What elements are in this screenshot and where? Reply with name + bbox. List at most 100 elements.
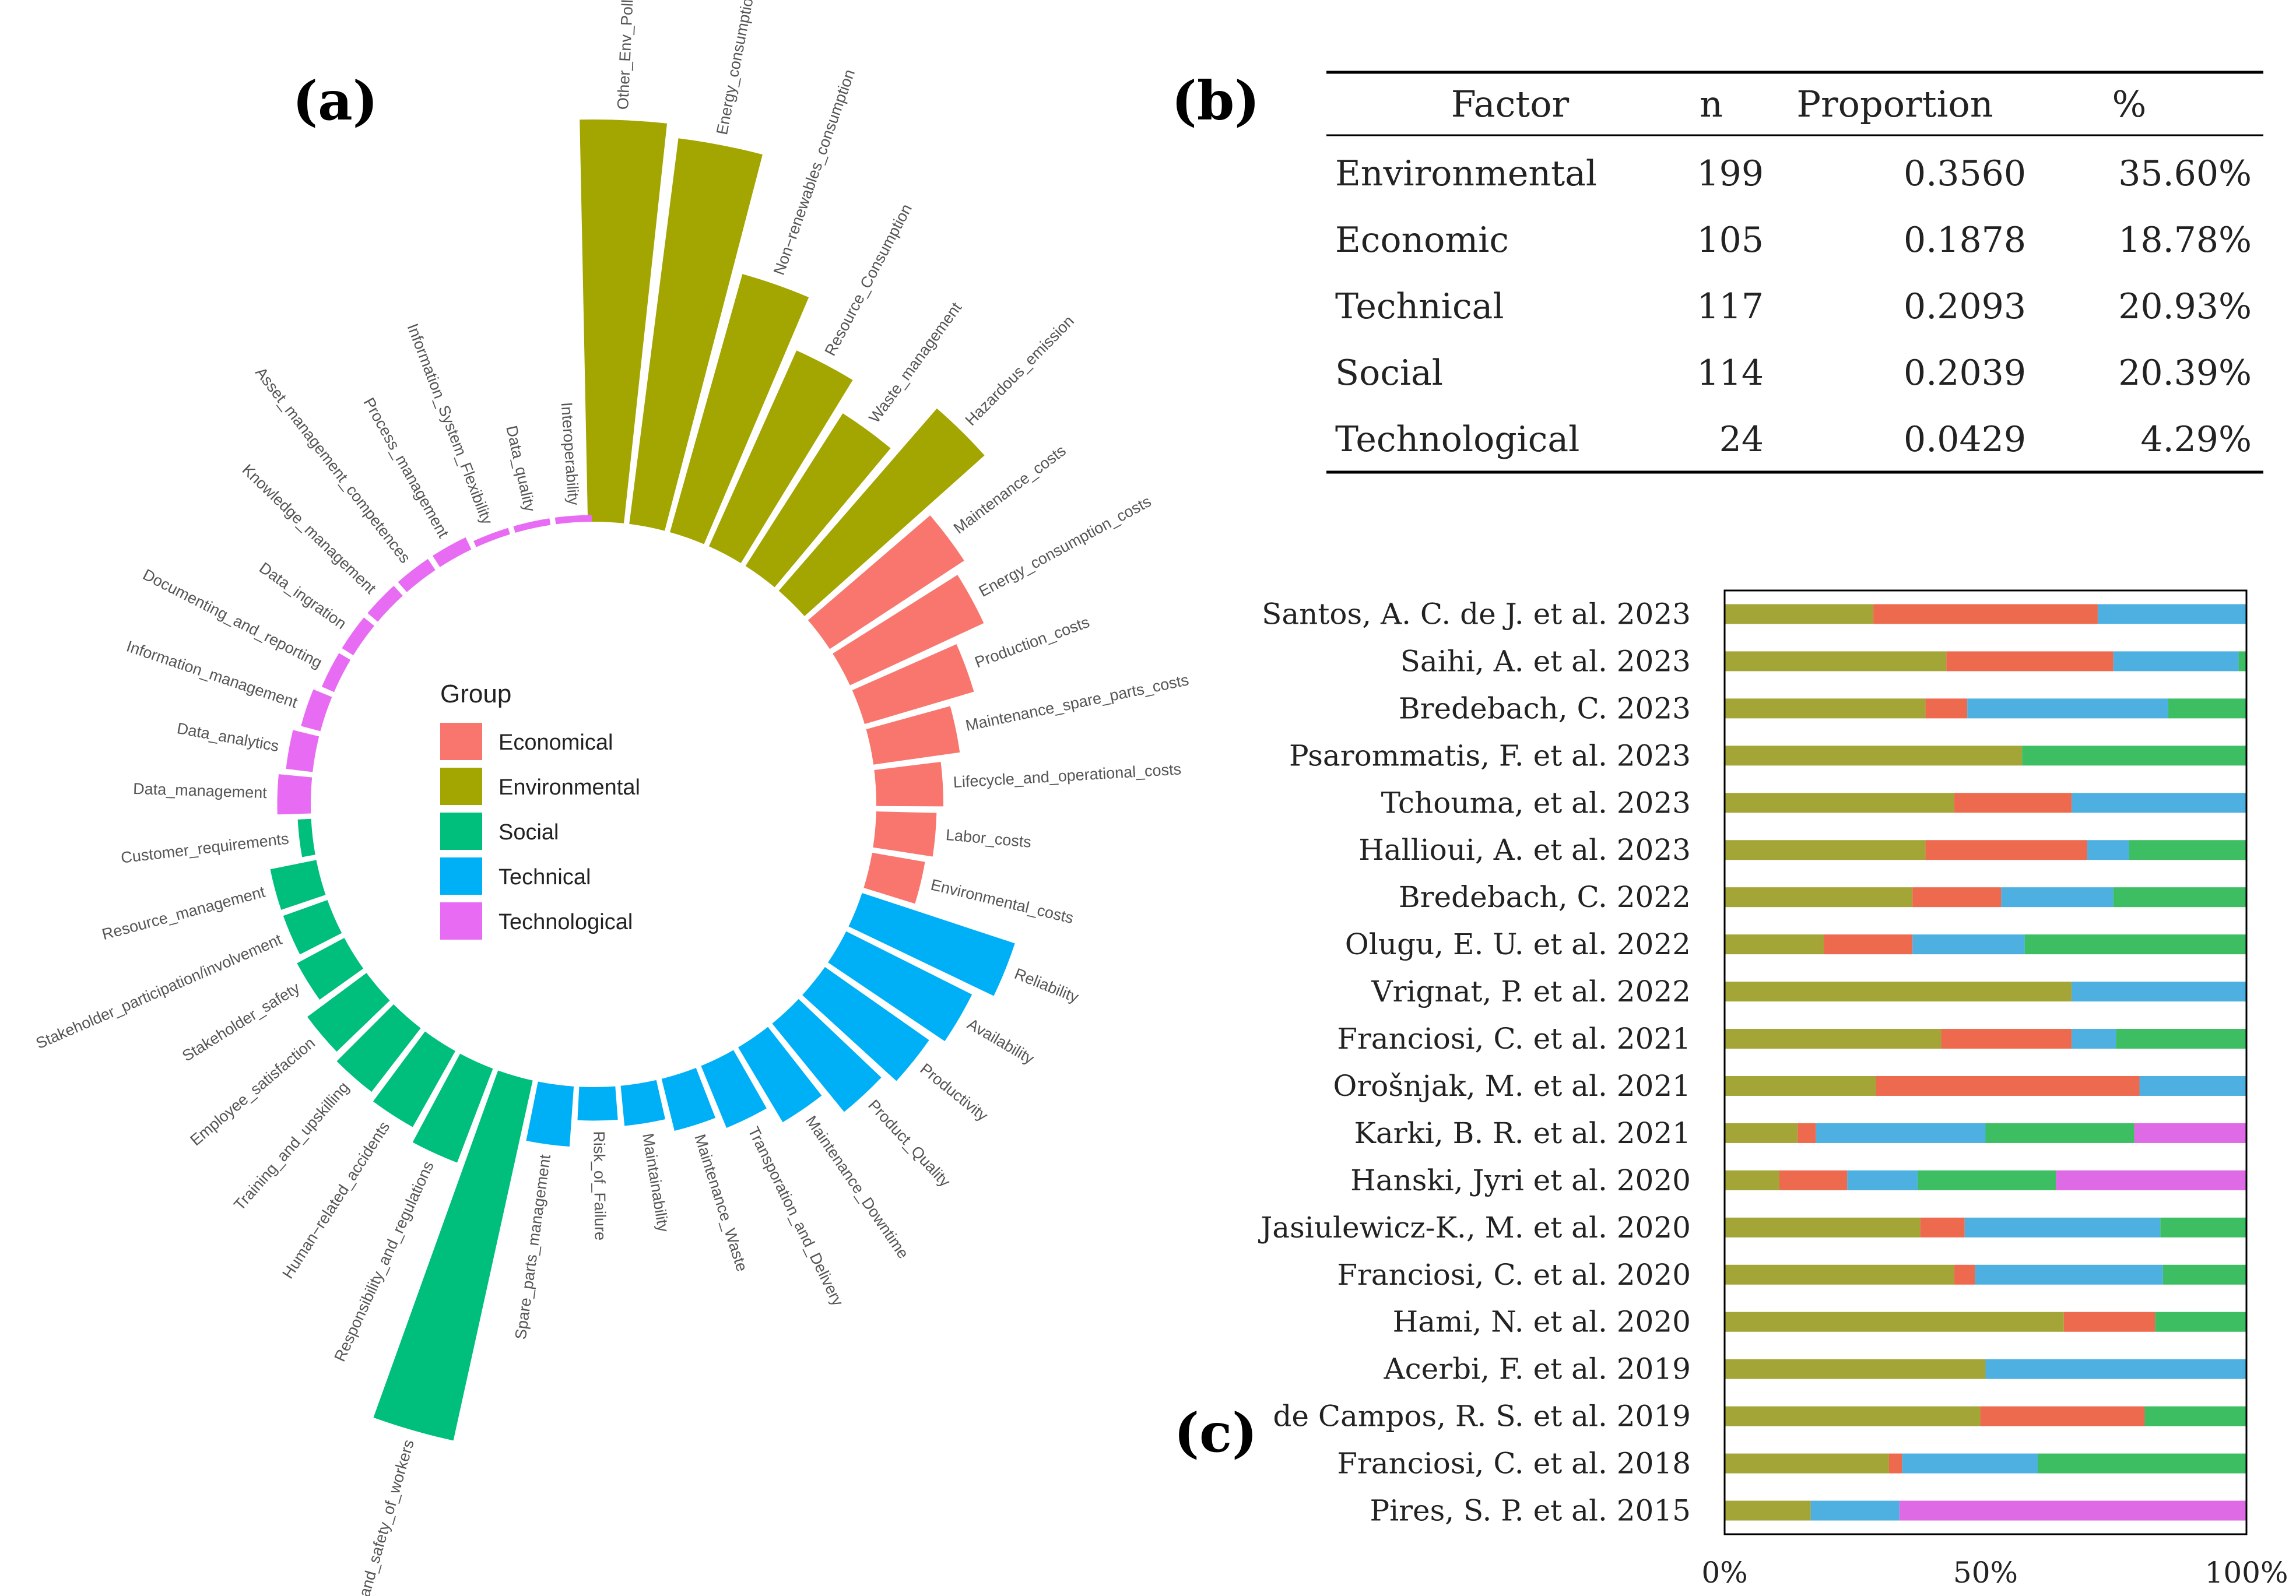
stack-category-label: Franciosi, C. et al. 2018 bbox=[1337, 1447, 1691, 1481]
circ-bar-maintainability bbox=[620, 1080, 665, 1126]
circ-label-stakeholder-participation-involvement: Stakeholder_participation/involvement bbox=[33, 930, 285, 1052]
stack-bar-economical bbox=[1779, 1170, 1848, 1190]
stack-bar-social bbox=[2038, 1453, 2246, 1474]
table-cell: 0.0429 bbox=[1904, 419, 2026, 460]
chart-legend: Group Economical Environmental Social Techni… bbox=[440, 680, 640, 940]
stack-bar-social bbox=[2024, 934, 2246, 955]
stack-bar-environmental bbox=[1725, 1406, 1981, 1426]
legend-label-technical: Technical bbox=[498, 865, 591, 890]
circ-label-asset-management-competences: Asset_management_competences bbox=[252, 364, 414, 566]
stack-bar-economical bbox=[1954, 793, 2072, 813]
stack-bar-economical bbox=[1954, 1264, 1975, 1285]
circ-bar-hazardous-emission bbox=[778, 408, 985, 616]
stack-bar-environmental bbox=[1725, 651, 1947, 672]
panel-label-c: (c) bbox=[1174, 1401, 1257, 1464]
circ-label-environmental-costs: Environmental_costs bbox=[929, 876, 1075, 927]
circ-label-reliability: Reliability bbox=[1012, 965, 1082, 1006]
stack-bar-economical bbox=[1941, 1029, 2072, 1049]
stack-bar-social bbox=[2129, 840, 2246, 860]
stack-bar-technical bbox=[1847, 1170, 1918, 1190]
stack-bar-technical bbox=[2113, 651, 2239, 672]
stack-bar-economical bbox=[1920, 1217, 1965, 1238]
circ-label-health-and-safety-of-workers: Health_and_safety_of_workers bbox=[340, 1437, 417, 1596]
table-cell: 35.60% bbox=[2118, 153, 2252, 194]
table-cell: 105 bbox=[1697, 220, 1764, 261]
stack-category-label: de Campos, R. S. et al. 2019 bbox=[1273, 1400, 1691, 1433]
circ-bar-environmental-costs bbox=[863, 852, 925, 904]
stack-category-label: Pires, S. P. et al. 2015 bbox=[1370, 1494, 1691, 1528]
legend-swatch-social bbox=[440, 813, 482, 850]
stack-bar-economical bbox=[1888, 1453, 1902, 1474]
stack-category-label: Karki, B. R. et al. 2021 bbox=[1354, 1116, 1691, 1150]
table-cell: 20.39% bbox=[2118, 353, 2252, 393]
circ-bar-waste-management bbox=[745, 413, 891, 588]
stacked-bar-chart: Santos, A. C. de J. et al. 2023 Saihi, A.… bbox=[1258, 589, 2288, 1590]
stack-bar-technical bbox=[1912, 934, 2025, 955]
circ-bar-stakeholder-participation-involvement bbox=[283, 899, 342, 955]
panel-label-a: (a) bbox=[293, 69, 378, 132]
stack-bar-social bbox=[1918, 1170, 2056, 1190]
stack-bar-environmental bbox=[1725, 1029, 1942, 1049]
circ-bar-product-quality bbox=[772, 999, 882, 1112]
stack-bar-environmental bbox=[1725, 1453, 1889, 1474]
circ-bar-energy-consumption-costs bbox=[833, 575, 984, 685]
table-cell: Social bbox=[1335, 353, 1443, 393]
table-cell: 0.1878 bbox=[1904, 220, 2026, 261]
stack-category-label: Santos, A. C. de J. et al. 2023 bbox=[1262, 597, 1691, 631]
x-tick-label: 0% bbox=[1701, 1556, 1747, 1590]
circ-label-interoperability: Interoperability bbox=[558, 402, 582, 506]
stack-bar-economical bbox=[1946, 651, 2114, 672]
stack-bar-technical bbox=[2001, 887, 2114, 908]
stack-plot-frame bbox=[1723, 589, 2248, 1535]
legend-label-technological: Technological bbox=[498, 910, 633, 934]
table-cell: 24 bbox=[1719, 419, 1764, 460]
panel-label-b: (b) bbox=[1171, 69, 1259, 132]
circ-label-labor-costs: Labor_costs bbox=[945, 826, 1032, 851]
circ-label-production-costs: Production_costs bbox=[973, 613, 1092, 672]
circ-bar-stakeholder-safety bbox=[297, 938, 364, 1000]
circ-bar-process-management bbox=[433, 537, 472, 567]
stack-category-label: Acerbi, F. et al. 2019 bbox=[1384, 1352, 1691, 1386]
stack-bar-economical bbox=[1824, 934, 1913, 955]
stack-bar-environmental bbox=[1725, 887, 1913, 908]
circ-bar-other-env-pollution bbox=[580, 119, 668, 523]
stack-bar-technical bbox=[2072, 793, 2246, 813]
circ-label-availability: Availability bbox=[964, 1015, 1037, 1067]
circ-bar-knowledge-management bbox=[367, 586, 403, 622]
circ-label-lifecycle-and-operational-costs: Lifecycle_and_operational_costs bbox=[953, 760, 1182, 791]
circ-label-maintainability: Maintainability bbox=[639, 1132, 672, 1233]
stack-bar-technical bbox=[1816, 1123, 1986, 1143]
circ-bar-data-ingration bbox=[342, 617, 374, 656]
circ-bar-risk-of-failure bbox=[577, 1086, 618, 1121]
circ-bar-health-and-safety-of-workers bbox=[373, 1070, 533, 1441]
table-cell: Environmental bbox=[1335, 153, 1597, 194]
stack-bar-environmental bbox=[1725, 934, 1824, 955]
table-cell: 0.3560 bbox=[1904, 153, 2026, 194]
circ-bar-labor-costs bbox=[873, 811, 937, 857]
circ-label-energy-consumption: Energy_consumption bbox=[713, 0, 758, 136]
stack-bar-environmental bbox=[1725, 1500, 1811, 1521]
circ-label-maintenance-spare-parts-costs: Maintenance_spare_parts_costs bbox=[964, 671, 1190, 734]
circ-label-data-management: Data_management bbox=[133, 780, 268, 801]
stack-category-label: Tchouma, et al. 2023 bbox=[1381, 786, 1691, 820]
stack-bar-technical bbox=[1967, 698, 2168, 719]
circ-bar-training-and-upskilling bbox=[336, 1004, 421, 1092]
stack-bar-economical bbox=[1876, 1075, 2140, 1096]
stack-bar-environmental bbox=[1725, 604, 1874, 624]
circ-bar-reliability bbox=[848, 892, 1015, 996]
stack-bar-economical bbox=[2063, 1312, 2155, 1332]
stack-bar-environmental bbox=[1725, 982, 2072, 1002]
stack-bar-environmental bbox=[1725, 793, 1954, 813]
stack-bar-economical bbox=[1912, 887, 2002, 908]
stack-category-label: Franciosi, C. et al. 2021 bbox=[1337, 1022, 1691, 1056]
stack-bar-social bbox=[2022, 746, 2246, 766]
stack-bar-economical bbox=[1873, 604, 2098, 624]
stack-bar-environmental bbox=[1725, 1075, 1876, 1096]
circ-bar-resource-management bbox=[270, 860, 326, 910]
table-header-: % bbox=[2112, 83, 2147, 125]
circ-label-data-quality: Data_quality bbox=[503, 424, 539, 514]
stack-bar-environmental bbox=[1725, 1123, 1798, 1143]
circ-bar-maintenance-waste bbox=[661, 1068, 716, 1131]
stack-category-label: Bredebach, C. 2023 bbox=[1399, 691, 1691, 725]
